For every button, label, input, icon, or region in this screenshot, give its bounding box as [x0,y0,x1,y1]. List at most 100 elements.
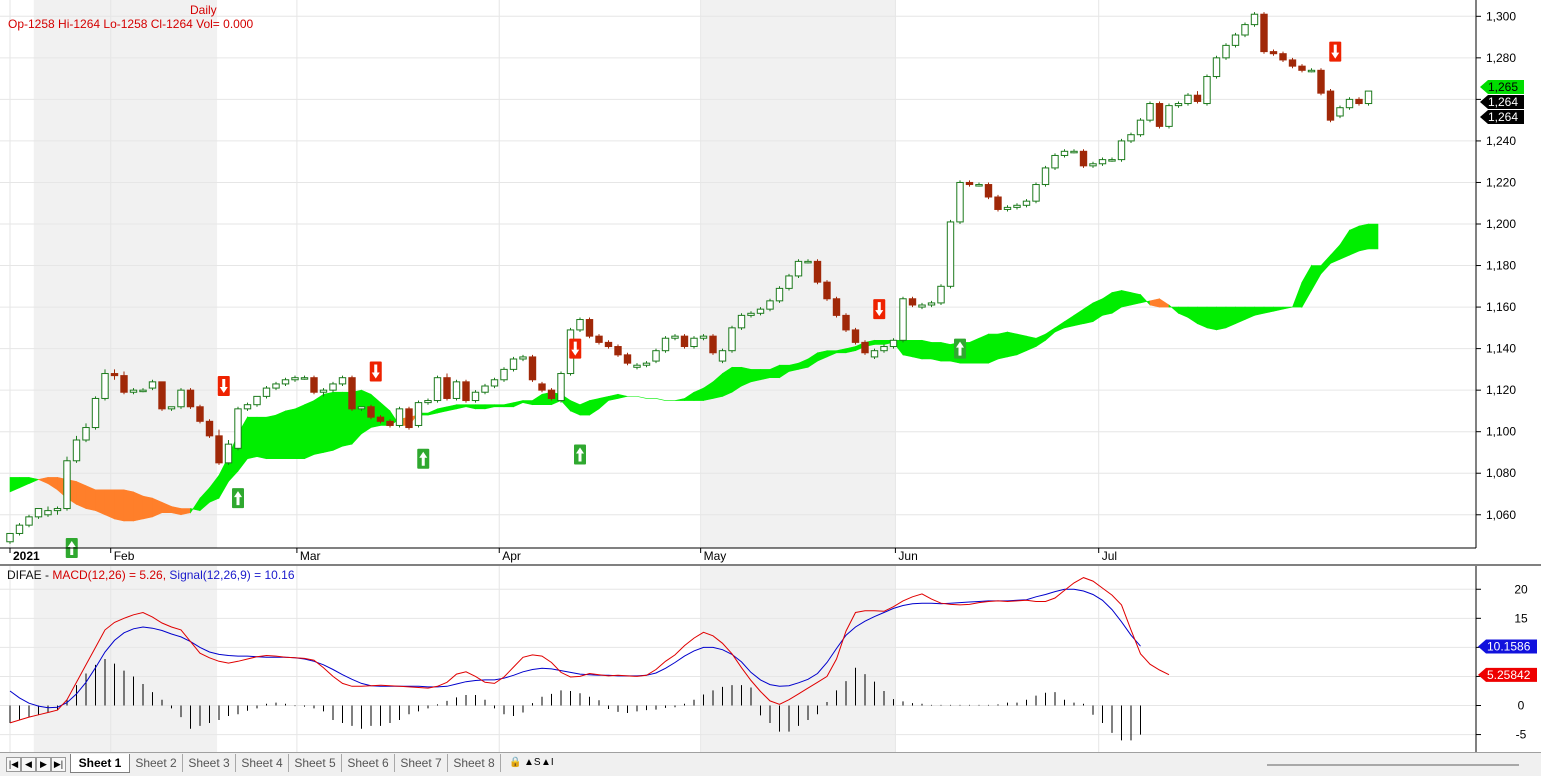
last-sheet-button[interactable]: ▶| [51,757,66,772]
axes [0,0,1541,752]
tab-sheet-6[interactable]: Sheet 6 [342,754,395,772]
buy-signal-arrow-icon [232,488,244,509]
x-tick-label: Jun [898,549,917,563]
candle-body [291,377,299,381]
y-tick-label: 1,240 [1486,134,1516,148]
cloud-segment [28,477,40,485]
cloud-segment [484,404,495,410]
x-tick-label: May [704,549,727,563]
candle-body [500,368,508,381]
candle-body [424,400,432,404]
tab-sheet-5[interactable]: Sheet 5 [289,754,342,772]
candle-body [395,408,404,426]
candle-body [1136,119,1145,136]
cloud-segment [902,340,913,358]
candle-body [386,420,394,426]
cloud-segment [285,408,296,459]
macd-legend-macd: MACD(12,26) = 5.26, [52,568,170,582]
candle-body [604,341,613,348]
cloud-segment [636,396,647,399]
cloud-segment [1216,306,1227,331]
y-tick-label: 1,080 [1486,466,1516,480]
price-tag-upper-text: 1,265 [1488,80,1518,94]
tab-sheet-3[interactable]: Sheet 3 [183,754,236,772]
lock-icon[interactable]: 🔒 [509,757,522,768]
macd-tag: 5.25842 [1478,667,1537,682]
candle-body [1184,94,1192,105]
candle-body [937,285,945,304]
cloud-segment [617,393,628,399]
cloud-segment [912,340,923,360]
candle-body [471,391,480,402]
cloud-segment [256,416,267,460]
cloud-segment [1282,306,1293,310]
next-sheet-button[interactable]: ▶ [36,757,51,772]
candle-body [1193,94,1202,102]
sell-signal-arrow-icon [569,338,582,359]
candle-body [880,346,888,352]
tab-sheet-4[interactable]: Sheet 4 [236,754,289,772]
candle-body [718,350,727,362]
sheet-scroll-i-icon[interactable]: ▲I [541,757,554,768]
candle-body [1003,206,1012,210]
candle-body [348,377,356,410]
candle-body [1089,163,1097,167]
signal-line [9,588,1141,709]
x-tick-label: 2021 [13,549,40,563]
candle-body [1222,44,1230,59]
macd-y-tick-label: -5 [1516,728,1527,742]
first-sheet-button[interactable]: |◀ [6,757,21,772]
cloud-segment [437,406,448,414]
candle-body [804,260,812,264]
cloud-segment [1197,306,1208,329]
tab-sheet-1[interactable]: Sheet 1 [70,754,130,773]
candle-body [338,377,347,385]
prev-sheet-button[interactable]: ◀ [21,757,36,772]
cloud-segment [532,393,543,405]
buy-signal-arrow-icon [574,444,586,465]
candle-body [433,377,442,402]
tab-sheet-2[interactable]: Sheet 2 [130,754,183,772]
cloud-segment [921,339,932,360]
cloud-segment [1092,298,1103,323]
candle-body [576,319,584,331]
sheet-scroll-s-icon[interactable]: ▲S [524,757,541,768]
candle-body [1326,90,1335,121]
candle-body [813,260,822,283]
candle-body [1108,159,1116,162]
candle-body [519,356,527,360]
candle-body [699,335,708,339]
candle-body [842,314,850,331]
y-tick-label: 1,300 [1486,9,1516,23]
cloud-segment [456,404,467,410]
candle-body [1279,53,1287,61]
cloud-segment [1073,308,1084,327]
signal-arrow [1331,44,1340,59]
candle-body [984,184,993,198]
sell-signal-arrow-icon [873,299,886,320]
price-tag-close-text: 1,264 [1488,110,1518,124]
macd-y-tick-label: 15 [1514,611,1528,625]
y-tick-label: 1,280 [1486,51,1516,65]
candlestick-series [6,12,1373,544]
candle-body [376,416,385,422]
cloud-segment [1159,298,1170,308]
cloud-segment [598,396,609,410]
candle-body [462,381,470,402]
horizontal-scrollbar[interactable] [1267,764,1519,766]
macd-month-band [33,566,218,752]
candle-body [756,308,765,314]
candle-body [1013,204,1021,208]
cloud-segment [931,342,942,362]
candle-body [899,298,907,341]
chart-canvas[interactable]: 2021 Feb Mar Apr May Jun Jul 1,060 1,080 1,100 1,… [0,0,1541,752]
candle-body [329,383,337,391]
macd-tag-box [1478,667,1537,682]
tab-sheet-7[interactable]: Sheet 7 [395,754,448,772]
candle-body [1260,13,1268,53]
candle-body [1364,90,1373,105]
price-tag-last-text: 1,264 [1488,95,1518,109]
candle-body [443,377,451,399]
tab-sheet-8[interactable]: Sheet 8 [448,754,501,772]
cloud-segment [978,333,989,364]
